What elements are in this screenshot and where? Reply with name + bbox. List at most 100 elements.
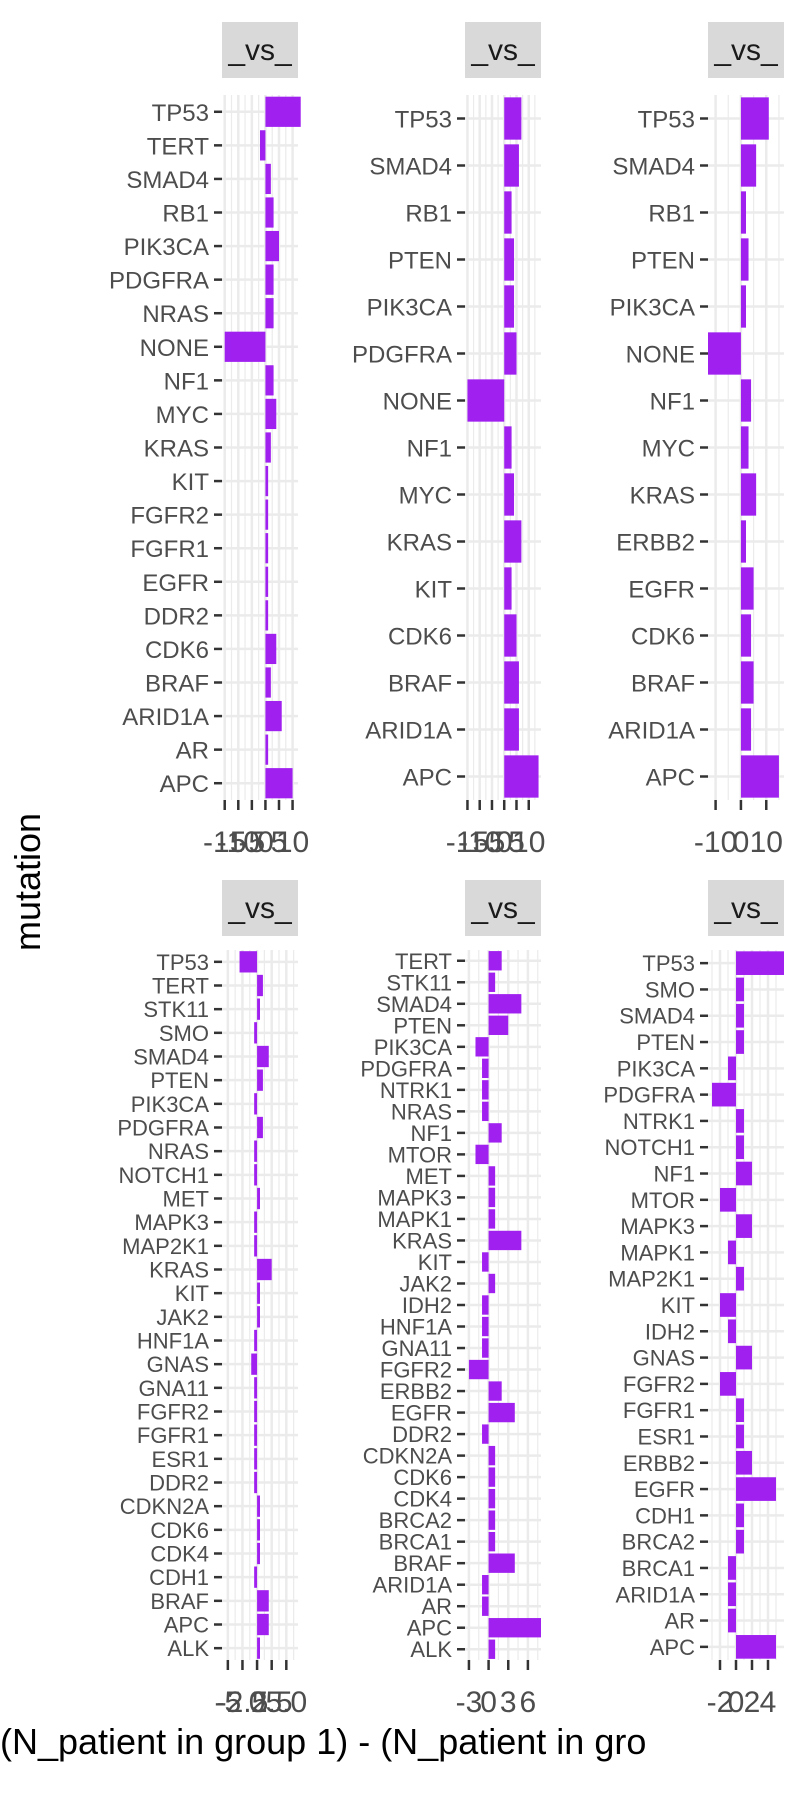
bar-nf1 — [488, 1123, 502, 1143]
bar-pdgfra — [504, 332, 517, 375]
bar-erbb2 — [488, 1381, 502, 1401]
bar-pdgfra — [257, 1116, 263, 1139]
bar-kras — [740, 473, 757, 516]
bar-pik3ca — [504, 285, 515, 328]
bar-nf1 — [736, 1161, 752, 1186]
bar-tert — [488, 951, 502, 971]
mutation-label: MAPK1 — [620, 1240, 695, 1265]
mutation-label: FGFR1 — [130, 536, 209, 563]
mutation-label: CDK4 — [150, 1542, 209, 1567]
bar-egfr — [740, 567, 754, 610]
bar-alk — [488, 1639, 496, 1659]
bar-pdgfra — [712, 1082, 736, 1107]
mutation-label: APC — [646, 765, 695, 792]
x-tick-label: -3 — [456, 1686, 483, 1719]
facet-strip — [222, 22, 298, 78]
mutation-label: FGFR2 — [623, 1372, 695, 1397]
bar-brca2 — [736, 1529, 744, 1554]
bar-pten — [488, 1015, 509, 1035]
mutation-label: SMO — [645, 977, 695, 1002]
facet-strip-label: _vs_ — [227, 34, 293, 67]
bar-esr1 — [736, 1424, 744, 1449]
bar-tp53 — [239, 951, 258, 973]
y-axis-title: mutation — [7, 813, 48, 951]
mutation-label: APC — [407, 1616, 452, 1641]
bar-hnf1a — [482, 1316, 489, 1337]
bar-erbb2 — [740, 520, 746, 563]
bar-cdkn2a — [257, 1495, 260, 1517]
x-tick-label: -15 — [203, 826, 246, 859]
bar-pten — [736, 1030, 744, 1054]
facet-strip-label: _vs_ — [227, 892, 293, 925]
bar-cdk4 — [488, 1488, 496, 1509]
mutation-label: ESR1 — [152, 1447, 209, 1472]
x-tick-label: 0 — [257, 826, 274, 859]
x-tick-label: 0 — [733, 826, 750, 859]
mutation-label: EGFR — [142, 570, 209, 597]
bar-pten — [740, 238, 749, 281]
mutation-label: DDR2 — [144, 603, 209, 630]
mutation-label: NRAS — [148, 1139, 209, 1164]
bar-ntrk1 — [736, 1109, 744, 1133]
bar-arid1a — [482, 1575, 489, 1595]
bar-kit — [257, 1282, 260, 1304]
mutation-label: SMAD4 — [126, 167, 209, 194]
bar-pik3ca — [254, 1093, 258, 1115]
mutation-label: CDH1 — [635, 1503, 695, 1528]
bar-fgfr1 — [254, 1424, 258, 1446]
mutation-label: SMAD4 — [612, 154, 695, 181]
mutation-label: NTRK1 — [623, 1109, 695, 1134]
mutation-label: EGFR — [634, 1477, 695, 1502]
bar-ar — [482, 1596, 489, 1616]
mutation-label: TP53 — [152, 100, 209, 127]
bar-stk11 — [488, 972, 496, 992]
x-tick-label: 0 — [249, 1686, 266, 1719]
bar-pik3ca — [740, 285, 746, 328]
bar-cdk6 — [257, 1519, 260, 1541]
bar-brca1 — [728, 1556, 736, 1580]
x-tick-label: 0 — [496, 826, 513, 859]
bar-braf — [488, 1553, 515, 1573]
mutation-label: KIT — [415, 577, 453, 604]
bar-nras — [265, 298, 274, 329]
mutation-label: KRAS — [387, 530, 452, 557]
bar-egfr — [736, 1477, 776, 1501]
mutation-label: NF1 — [410, 1121, 452, 1146]
bar-cdh1 — [254, 1566, 258, 1588]
mutation-label: KIT — [175, 1281, 209, 1306]
bar-pik3ca — [475, 1037, 489, 1057]
x-tick-label: -5 — [239, 826, 266, 859]
mutation-label: MTOR — [631, 1188, 695, 1213]
mutation-label: NONE — [383, 389, 452, 416]
mutation-label: APC — [403, 765, 452, 792]
mutation-label: GNA11 — [381, 1336, 452, 1361]
x-tick-label: 0 — [728, 1686, 745, 1719]
mutation-label: APC — [650, 1635, 695, 1660]
bar-kras — [488, 1230, 522, 1251]
mutation-label: DDR2 — [149, 1471, 209, 1496]
mutation-label: ESR1 — [638, 1424, 695, 1449]
facet-strip — [222, 880, 298, 936]
bar-kit — [720, 1293, 736, 1317]
mutation-label: ERBB2 — [616, 530, 695, 557]
mutation-label: TP53 — [395, 107, 452, 134]
mutation-label: ALK — [167, 1636, 209, 1661]
mutation-label: AR — [664, 1609, 695, 1634]
bar-map2k1 — [736, 1266, 744, 1291]
x-tick-label: -15 — [446, 826, 489, 859]
mutation-label: BRCA2 — [622, 1530, 695, 1555]
mutation-label: RB1 — [405, 201, 452, 228]
mutation-label: GNAS — [633, 1346, 695, 1371]
x-tick-label: 6 — [520, 1686, 537, 1719]
mutation-label: MAP2K1 — [122, 1234, 209, 1259]
mutation-label: NOTCH1 — [605, 1135, 695, 1160]
bar-stk11 — [257, 998, 260, 1020]
bar-mapk1 — [488, 1209, 496, 1229]
facet-strip-label: _vs_ — [470, 892, 536, 925]
bar-gna11 — [254, 1377, 258, 1399]
bar-pten — [257, 1069, 263, 1091]
bar-arid1a — [740, 708, 752, 751]
mutation-label: NF1 — [407, 436, 452, 463]
facet-strip-label: _vs_ — [713, 34, 779, 67]
bar-kras — [257, 1258, 272, 1281]
